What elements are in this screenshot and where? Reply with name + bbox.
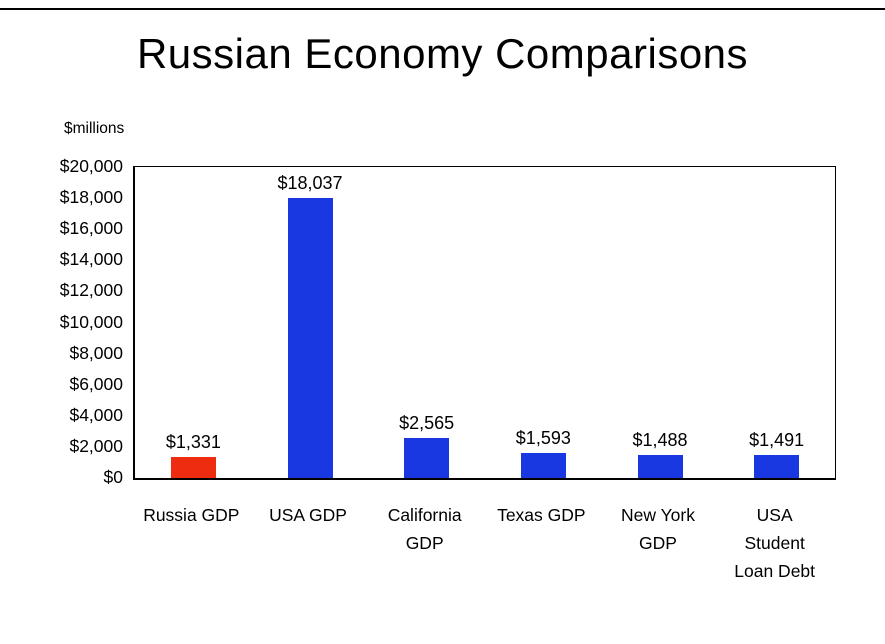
bar <box>287 197 333 478</box>
bar-value-label: $1,488 <box>632 429 688 450</box>
bar-value-label: $18,037 <box>277 172 343 193</box>
slide-top-border <box>0 8 885 10</box>
bar-value-label: $1,331 <box>165 432 221 453</box>
chart-title: Russian Economy Comparisons <box>136 30 749 77</box>
y-tick-label: $0 <box>103 467 123 487</box>
y-tick-label: $14,000 <box>59 249 123 270</box>
bar <box>170 457 216 478</box>
plot-area: $1,331 $18,037 $2,565 $1,593 $1,488 $1,491 <box>133 166 836 480</box>
bar <box>754 454 800 478</box>
y-tick-label: $2,000 <box>69 435 123 456</box>
bar <box>637 454 683 478</box>
y-tick-label: $18,000 <box>59 187 123 208</box>
x-category-label: Russia GDP <box>143 505 240 525</box>
y-tick-label: $20,000 <box>59 156 123 176</box>
y-tick-label: $4,000 <box>69 404 123 425</box>
bar <box>404 438 450 478</box>
y-tick-label: $16,000 <box>59 218 123 239</box>
x-category-label: California GDP <box>387 505 462 553</box>
bar <box>520 453 566 478</box>
y-axis-units-label: $millions <box>64 120 125 137</box>
x-category-label: USA GDP <box>269 505 347 525</box>
y-tick-label: $6,000 <box>69 373 123 394</box>
x-category-label: Texas GDP <box>497 505 586 525</box>
y-axis-tick-labels: $0 $2,000 $4,000 $6,000 $8,000 $10,000 $12,000… <box>0 156 127 487</box>
y-tick-label: $8,000 <box>69 342 123 363</box>
y-tick-label: $12,000 <box>59 280 123 301</box>
y-tick-label: $10,000 <box>59 311 123 332</box>
bar-value-label: $1,491 <box>749 429 805 450</box>
bar-value-label: $2,565 <box>399 413 455 434</box>
bar-value-label: $1,593 <box>515 428 571 449</box>
x-category-label: USA Student Loan Debt <box>734 505 816 581</box>
x-category-label: New York GDP <box>621 505 695 553</box>
